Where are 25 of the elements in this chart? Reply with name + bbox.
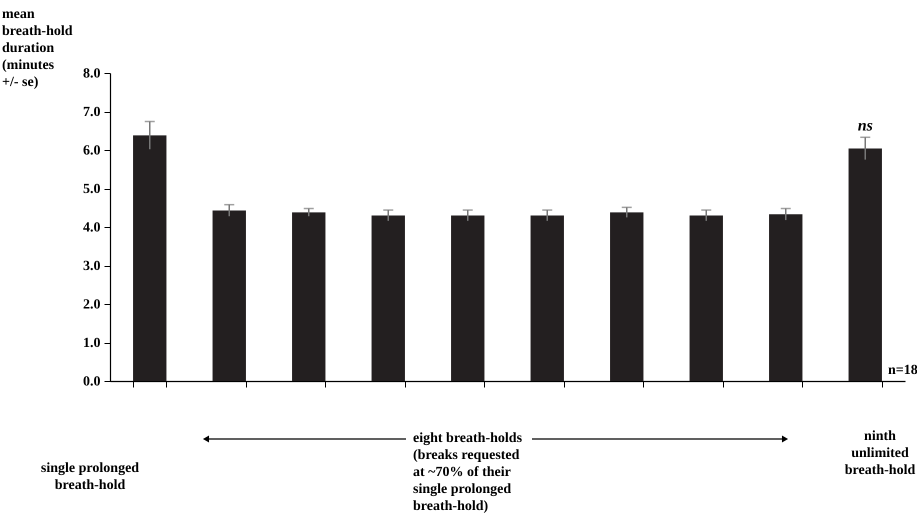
text: single prolonged breath-hold [40,461,140,493]
bar [292,212,326,381]
y-tick-label: 3.0 [83,259,100,274]
y-tick-label: 4.0 [83,220,100,236]
bar [133,135,166,381]
bar [372,215,405,381]
y-tick-label: 6.0 [83,144,100,158]
y-tick-label: 8.0 [83,66,100,82]
bar [848,148,882,381]
annotation: ns [858,117,873,134]
y-tick-label: 2.0 [83,298,100,312]
bar [769,214,802,381]
bar [451,215,484,381]
bar [530,215,564,381]
text: eight breath-holds (breaks requested at ~70% of their single prolonged breath-hold) [413,431,523,513]
annotation: n=18 [888,363,917,378]
bar [212,210,246,381]
y-axis-title: mean breath-hold duration (minutes +/- se) [2,7,73,90]
y-tick-label: 7.0 [83,105,100,120]
text: ninth unlimited breath-hold [844,429,916,478]
y-tick-label: 5.0 [83,182,100,197]
y-tick-label: 1.0 [83,336,100,351]
bar [690,215,723,381]
y-tick-label: 0.0 [83,374,100,390]
bar [610,212,644,381]
